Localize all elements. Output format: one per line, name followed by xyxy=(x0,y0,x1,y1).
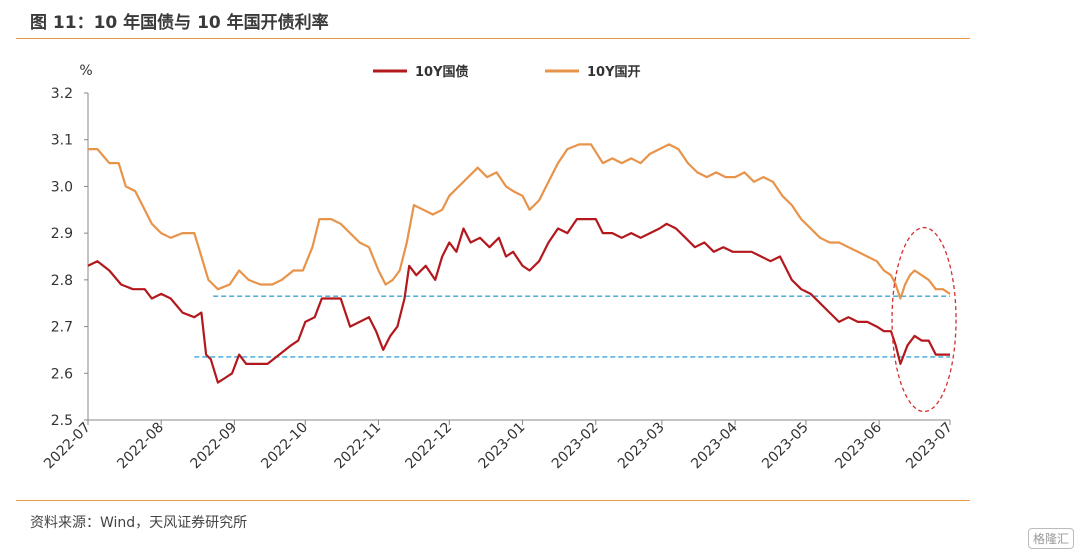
figure-title: 图 11：10 年国债与 10 年国开债利率 xyxy=(30,13,329,33)
series-line-10y-cgb xyxy=(87,218,950,384)
x-tick-label: 2023-02 xyxy=(549,420,602,473)
x-tick-label: 2023-07 xyxy=(903,420,956,473)
x-tick-label: 2023-06 xyxy=(832,419,885,472)
watermark-logo: 格隆汇 xyxy=(1027,528,1074,549)
source-rule xyxy=(16,500,970,501)
y-tick-label: 2.6 xyxy=(51,366,73,382)
y-tick-label: 3.0 xyxy=(51,179,73,195)
chart-legend: 10Y国债 10Y国开 xyxy=(373,64,641,80)
chart-axes: 3.23.13.02.92.82.72.62.5%2022-07 2022-08 2… xyxy=(41,63,956,472)
x-tick-label: 2022-09 xyxy=(188,420,241,473)
y-tick-label: 2.8 xyxy=(51,273,73,289)
x-tick-label: 2023-04 xyxy=(688,419,741,472)
reference-lines xyxy=(194,295,950,358)
y-tick-label: 3.1 xyxy=(51,133,73,149)
chart-annotations xyxy=(891,226,957,413)
series-line-10y-cdb xyxy=(88,143,951,300)
legend-label: 10Y国债 xyxy=(415,64,469,80)
y-tick-label: 2.9 xyxy=(51,226,73,242)
yield-chart: 3.23.13.02.92.82.72.62.5%2022-07 2022-08 2… xyxy=(41,63,957,472)
y-tick-label: 3.2 xyxy=(51,86,73,102)
y-axis-unit: % xyxy=(79,63,92,79)
x-tick-label: 2022-12 xyxy=(402,420,455,473)
highlight-ellipse xyxy=(891,226,957,413)
title-rule xyxy=(16,38,970,39)
x-tick-label: 2022-11 xyxy=(332,420,385,473)
source-note: 资料来源：Wind，天风证券研究所 xyxy=(30,515,248,531)
x-tick-label: 2022-08 xyxy=(114,420,167,473)
legend-label: 10Y国开 xyxy=(587,65,641,80)
x-tick-label: 2022-10 xyxy=(258,420,311,473)
y-tick-label: 2.7 xyxy=(51,320,73,336)
x-tick-label: 2023-05 xyxy=(759,420,812,473)
x-tick-label: 2023-01 xyxy=(476,420,529,473)
x-tick-label: 2023-03 xyxy=(615,420,668,473)
y-tick-label: 2.5 xyxy=(51,413,73,429)
series-lines xyxy=(87,143,951,384)
